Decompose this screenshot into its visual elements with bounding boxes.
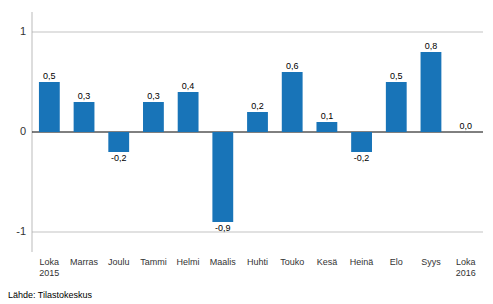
x-tick-label-line: Loka (40, 257, 60, 267)
data-label: 0,5 (390, 71, 403, 81)
data-label: 0,1 (321, 111, 334, 121)
x-tick-label-line: Maalis (210, 257, 237, 267)
x-tick-label: Loka2015 (39, 257, 59, 278)
bar (178, 92, 199, 132)
data-label: 0,3 (78, 91, 91, 101)
x-tick-label: Kesä (317, 257, 338, 267)
bar (108, 132, 129, 152)
x-tick-label: Huhti (247, 257, 268, 267)
x-tick-label-line: Tammi (140, 257, 167, 267)
source-text: Lähde: Tilastokeskus (8, 290, 93, 300)
x-tick-label-line: Heinä (350, 257, 374, 267)
x-tick-label: Maalis (210, 257, 237, 267)
x-tick-label-line: Kesä (317, 257, 338, 267)
data-label: 0,3 (147, 91, 160, 101)
data-label: -0,9 (215, 223, 231, 233)
y-tick-label: 0 (20, 125, 26, 137)
bar (282, 72, 303, 132)
x-tick-label-line: Joulu (108, 257, 130, 267)
chart-container: -1 0 1 0,5 0,3 -0,2 0,3 0,4 -0,9 0,2 0,6 0,1 -0,2 0,5… (0, 0, 493, 304)
x-tick-label: Marras (70, 257, 99, 267)
x-tick-label: Tammi (140, 257, 167, 267)
x-tick-label-line: Huhti (247, 257, 268, 267)
y-tick-label: -1 (16, 225, 26, 237)
bar (316, 122, 337, 132)
data-label: -0,2 (111, 153, 127, 163)
grid (32, 32, 483, 232)
grid-line (32, 32, 483, 33)
y-tick-label: 1 (20, 25, 26, 37)
x-tick-label-line: Syys (421, 257, 441, 267)
x-tick-label-line: Elo (390, 257, 403, 267)
data-label: 0,5 (43, 71, 56, 81)
x-tick-label: Helmi (177, 257, 200, 267)
x-tick-label: Heinä (350, 257, 374, 267)
x-tick-label-line: 2015 (39, 268, 59, 278)
bar (74, 102, 95, 132)
data-label: 0,8 (425, 41, 438, 51)
bar (247, 112, 268, 132)
x-tick-label: Joulu (108, 257, 130, 267)
x-tick-label: Loka2016 (456, 257, 476, 278)
data-label: 0,2 (251, 101, 264, 111)
data-label: 0,4 (182, 81, 195, 91)
bar (39, 82, 60, 132)
x-tick-label-line: Touko (280, 257, 304, 267)
x-tick-label-line: Helmi (177, 257, 200, 267)
bar (455, 132, 476, 133)
bar (212, 132, 233, 222)
bar (143, 102, 164, 132)
bars (39, 52, 441, 222)
x-tick-label: Touko (280, 257, 304, 267)
bar (351, 132, 372, 152)
x-tick-label: Syys (421, 257, 441, 267)
x-tick-label-line: Loka (456, 257, 476, 267)
grid-line (32, 232, 483, 233)
x-tick-label-line: Marras (70, 257, 99, 267)
x-tick-label: Elo (390, 257, 403, 267)
chart-svg: -1 0 1 0,5 0,3 -0,2 0,3 0,4 -0,9 0,2 0,6 0,1 -0,2 0,5… (0, 0, 493, 304)
bar (386, 82, 407, 132)
data-label: 0,0 (459, 121, 472, 131)
data-label: -0,2 (354, 153, 370, 163)
x-tick-label-line: 2016 (456, 268, 476, 278)
data-label: 0,6 (286, 61, 299, 71)
bar (421, 52, 442, 132)
